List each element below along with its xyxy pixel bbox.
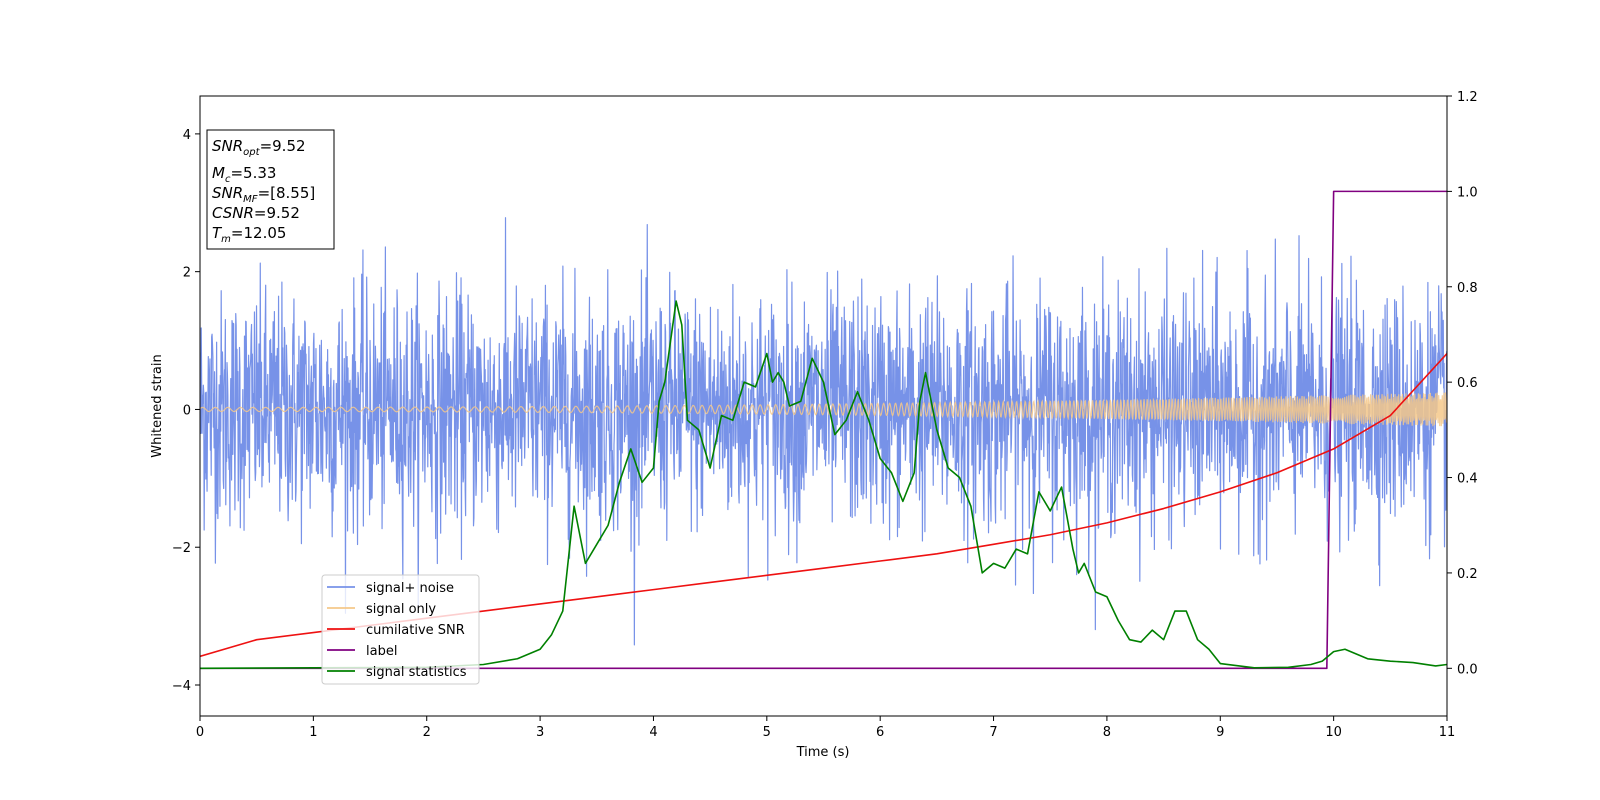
plot-frame [199, 95, 1448, 717]
legend-label-signal-only: signal only [366, 602, 436, 617]
x-tick-label: 8 [1103, 725, 1111, 740]
x-tick-label: 3 [536, 725, 544, 740]
y-tick-label: −2 [172, 541, 191, 556]
info-box-frame [206, 129, 335, 250]
y2-tick-label: 0.0 [1457, 662, 1478, 677]
x-tick-label: 10 [1325, 725, 1342, 740]
y2-tick-label: 1.0 [1457, 185, 1478, 200]
info-snr-opt: SNRopt=9.52 [212, 137, 306, 158]
y-tick-label: 2 [183, 266, 191, 281]
x-tick-label: 4 [649, 725, 657, 740]
info-csnr: CSNR=9.52 [212, 204, 300, 222]
legend-label-label: label [366, 644, 397, 659]
x-tick-label: 1 [309, 725, 317, 740]
series-label [200, 190, 1447, 670]
info-snr-mf: SNRMF=[8.55] [212, 184, 315, 205]
x-tick-label: 6 [876, 725, 884, 740]
y2-tick-label: 0.8 [1457, 281, 1478, 296]
x-tick-label: 9 [1216, 725, 1224, 740]
x-tick-label: 2 [423, 725, 431, 740]
axes-layer: 0 1 2 3 4 5 6 7 8 9 10 11 −4 −2 0 2 4 0.0 0.2 0.4 0.6 0.8 1.0 1… [172, 90, 1478, 740]
legend-label-cumilative-snr: cumilative SNR [366, 623, 465, 638]
legend-frame [321, 574, 480, 685]
y2-tick-label: 0.4 [1457, 472, 1478, 487]
legend-label-signal-statistics: signal statistics [366, 665, 467, 680]
x-tick-label: 7 [989, 725, 997, 740]
x-axis-label: Time (s) [796, 745, 850, 760]
y2-tick-label: 1.2 [1457, 90, 1478, 105]
y2-tick-label: 0.6 [1457, 376, 1478, 391]
info-box: SNRopt=9.52 Mc=5.33 SNRMF=[8.55] CSNR=9.… [206, 129, 335, 250]
info-mc: Mc=5.33 [212, 164, 276, 185]
series-signal-only [200, 392, 1447, 427]
y-tick-label: 0 [183, 403, 191, 418]
y-axis-label: Whitened strain [150, 354, 165, 457]
legend-label-signal-noise: signal+ noise [366, 581, 454, 596]
x-tick-label: 0 [196, 725, 204, 740]
x-tick-label: 11 [1439, 725, 1456, 740]
y2-tick-label: 0.2 [1457, 567, 1478, 582]
x-tick-label: 5 [763, 725, 771, 740]
legend: signal+ noise signal only cumilative SNR la… [321, 574, 480, 685]
series-signal-statistics [200, 300, 1447, 670]
info-tm: Tm=12.05 [212, 224, 286, 245]
y-tick-label: −4 [172, 679, 191, 694]
y-tick-label: 4 [183, 128, 191, 143]
